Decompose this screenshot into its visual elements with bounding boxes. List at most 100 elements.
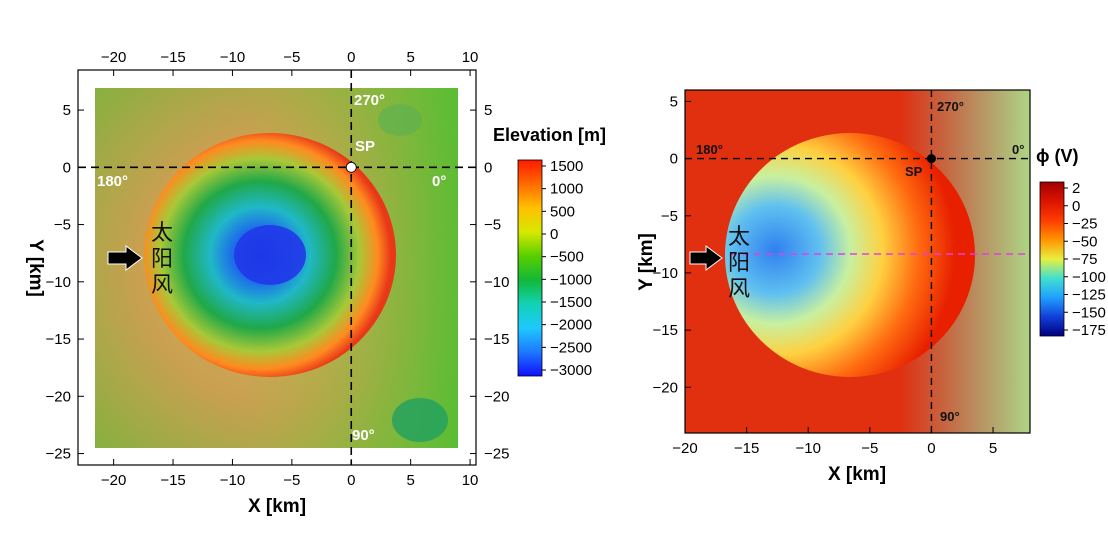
phi-xtick-label: −15 [734,440,759,457]
elev-ytick-label: −20 [46,388,71,405]
elev-colorbar-tick-label: 1000 [550,181,583,198]
elev-ytick-label: 0 [63,159,71,176]
elev-ytick-label: 5 [63,102,71,119]
elev-xtick-label: 5 [406,472,414,489]
phi-sp-label: SP [905,164,923,179]
potential-panel: −20 −15 −10 −5 0 550−5−10−15−20 SP 270° 180° … [636,89,1106,485]
elev-ytick-label: −15 [46,331,71,348]
elev-ytick-label-right: 0 [484,159,492,176]
phi-solar-wind-arrow-icon [689,245,723,271]
phi-crater [725,133,975,377]
phi-ytick-label: −10 [653,265,678,282]
phi-xlabel: X [km] [828,464,886,485]
elev-map [95,88,458,448]
phi-ticks: −20 −15 −10 −5 0 5 5 0 −5 −10 −15 −20 [653,93,998,457]
elev-ytick-label: −5 [54,217,71,234]
elev-small-crater-2 [378,104,422,136]
phi-solar-wind-3: 风 [728,277,750,302]
elev-xtick-label-top: −10 [220,49,245,66]
elev-ylabel: Y [km] [25,239,46,297]
phi-colorbar-tick-label: −25 [1072,216,1097,233]
elev-xtick-label-top: −15 [160,49,185,66]
elev-colorbar-ticks: 1500 1000 500 0 −500 −1000 −1500 −2000 −2500 −300… [542,158,592,379]
phi-xtick-label: 0 [927,440,935,457]
phi-colorbar-tick-label: 2 [1072,180,1080,197]
elev-colorbar-tick-label: 0 [550,226,558,243]
phi-xtick-label: −5 [861,440,878,457]
elev-xtick-label-top: 0 [347,49,355,66]
phi-xtick-label: −20 [672,440,697,457]
elev-ytick-label-right: −20 [484,388,509,405]
elev-colorbar-tick-label: −500 [550,249,584,266]
elev-ytick-label-right: −5 [484,217,501,234]
elev-solar-wind-1: 太 [151,221,173,246]
elev-small-crater [392,398,448,442]
phi-ytick-label: 0 [670,151,678,168]
phi-ytick-label: −20 [653,379,678,396]
elev-ytick-label-right: −25 [484,446,509,463]
elev-ytick-label-right: −15 [484,331,509,348]
elev-colorbar-tick-label: −2000 [550,317,592,334]
phi-colorbar-tick-label: −175 [1072,322,1106,339]
phi-colorbar-title: ϕ (V) [1036,146,1079,166]
phi-ytick-label: 5 [670,93,678,110]
elev-colorbar-tick-label: −2500 [550,339,592,356]
phi-ytick-label: −5 [661,208,678,225]
phi-ylabel: Y [km] [636,233,657,291]
elev-270-label: 270° [354,92,385,109]
phi-map [685,90,1030,433]
elev-xtick-label: −20 [101,472,126,489]
elev-ytick-label: −10 [46,274,71,291]
phi-90-label: 90° [940,409,960,424]
phi-xtick-label: −10 [795,440,820,457]
phi-sp-marker [926,154,936,164]
elev-180-label: 180° [97,173,128,190]
elev-ytick-label-right: 5 [484,102,492,119]
elev-xtick-label: −5 [283,472,300,489]
phi-colorbar-tick-label: −125 [1072,287,1106,304]
elev-colorbar-tick-label: 1500 [550,158,583,175]
elev-ytick-label: −25 [46,446,71,463]
phi-colorbar [1039,181,1065,337]
elev-xtick-label: 0 [347,472,355,489]
elev-ticks: −20 −20 −15 −15 −10 −10 −5 −5 0 0 5 5 10 10 5 5 0 0 −5 −5 −1… [46,49,510,489]
phi-colorbar-ticks: 20−25−50−75−100−125−150−175 [1064,180,1106,339]
elev-colorbar-tick-label: −1500 [550,294,592,311]
elev-xtick-label-top: 5 [406,49,414,66]
phi-180-label: 180° [696,142,723,157]
elev-colorbar [517,159,543,377]
phi-solar-wind-1: 太 [728,225,750,250]
phi-colorbar-tick-label: −100 [1072,269,1106,286]
phi-colorbar-tick-label: 0 [1072,198,1080,215]
phi-ytick-label: −15 [653,322,678,339]
elev-crater-floor [234,225,306,285]
elev-solar-wind-arrow-icon [107,245,143,271]
elev-xtick-label: −10 [220,472,245,489]
elev-sp-label: SP [355,138,375,155]
elev-xtick-label-top: 10 [462,49,479,66]
elev-0-label: 0° [432,173,446,190]
elev-colorbar-title: Elevation [m] [493,125,606,145]
phi-frame [684,89,1031,434]
elev-xtick-label: −15 [160,472,185,489]
elev-90-label: 90° [352,427,375,444]
elev-sp-marker [345,161,357,173]
phi-colorbar-tick-label: −75 [1072,251,1097,268]
elev-solar-wind-3: 风 [151,273,173,298]
elev-xtick-label-top: −5 [283,49,300,66]
elev-xlabel: X [km] [248,496,306,517]
elev-xtick-label-top: −20 [101,49,126,66]
elev-ytick-label-right: −10 [484,274,509,291]
elev-colorbar-tick-label: −1000 [550,271,592,288]
phi-colorbar-tick-label: −150 [1072,304,1106,321]
elev-xtick-label: 10 [462,472,479,489]
elev-frame [77,69,477,466]
phi-xtick-label: 5 [989,440,997,457]
phi-270-label: 270° [937,99,964,114]
phi-0-label: 0° [1012,142,1024,157]
phi-solar-wind-2: 阳 [728,251,750,276]
elev-colorbar-tick-label: 500 [550,203,575,220]
elev-colorbar-tick-label: −3000 [550,362,592,379]
